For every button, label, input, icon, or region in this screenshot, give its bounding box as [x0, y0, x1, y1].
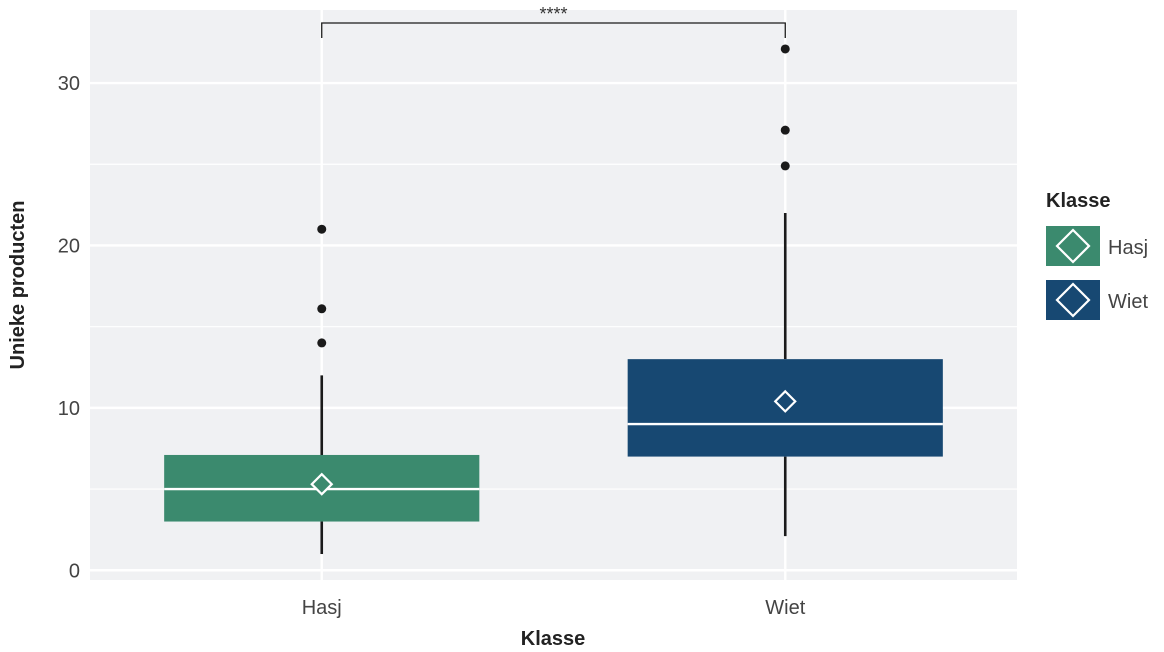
- box-wiet: [627, 44, 943, 537]
- legend-diamond: [1055, 282, 1091, 318]
- legend-item-wiet: Wiet: [1046, 280, 1148, 320]
- outlier-point: [317, 224, 327, 234]
- y-axis-ticks: 0 10 20 30: [58, 73, 80, 582]
- legend-diamond: [1055, 228, 1091, 264]
- box-group: [164, 44, 943, 555]
- outlier-point: [780, 161, 790, 171]
- outlier-point: [780, 44, 790, 54]
- y-tick-label: 20: [58, 235, 80, 257]
- box-hasj: [164, 224, 480, 555]
- legend-label: Hasj: [1108, 237, 1148, 259]
- y-tick-label: 30: [58, 73, 80, 95]
- outlier-point: [780, 125, 790, 135]
- legend-item-hasj: Hasj: [1046, 226, 1148, 266]
- bracket-line: [321, 22, 786, 38]
- legend-title: Klasse: [1046, 190, 1111, 212]
- y-axis-title: Unieke producten: [7, 201, 29, 370]
- mean-marker: [773, 389, 797, 413]
- x-axis-title: Klasse: [521, 628, 586, 650]
- mean-marker: [310, 472, 334, 496]
- x-axis-ticks: Hasj Wiet: [302, 597, 806, 619]
- grid-lines: [90, 10, 1017, 580]
- y-tick-label: 0: [69, 560, 80, 582]
- outlier-point: [317, 304, 327, 314]
- legend: Klasse Hasj Wiet: [1046, 190, 1148, 320]
- significance-bracket: ****: [321, 4, 786, 38]
- legend-label: Wiet: [1108, 291, 1148, 313]
- outlier-point: [317, 338, 327, 348]
- significance-label: ****: [539, 4, 567, 24]
- y-tick-label: 10: [58, 398, 80, 420]
- x-tick-label: Hasj: [302, 597, 342, 619]
- x-tick-label: Wiet: [765, 597, 805, 619]
